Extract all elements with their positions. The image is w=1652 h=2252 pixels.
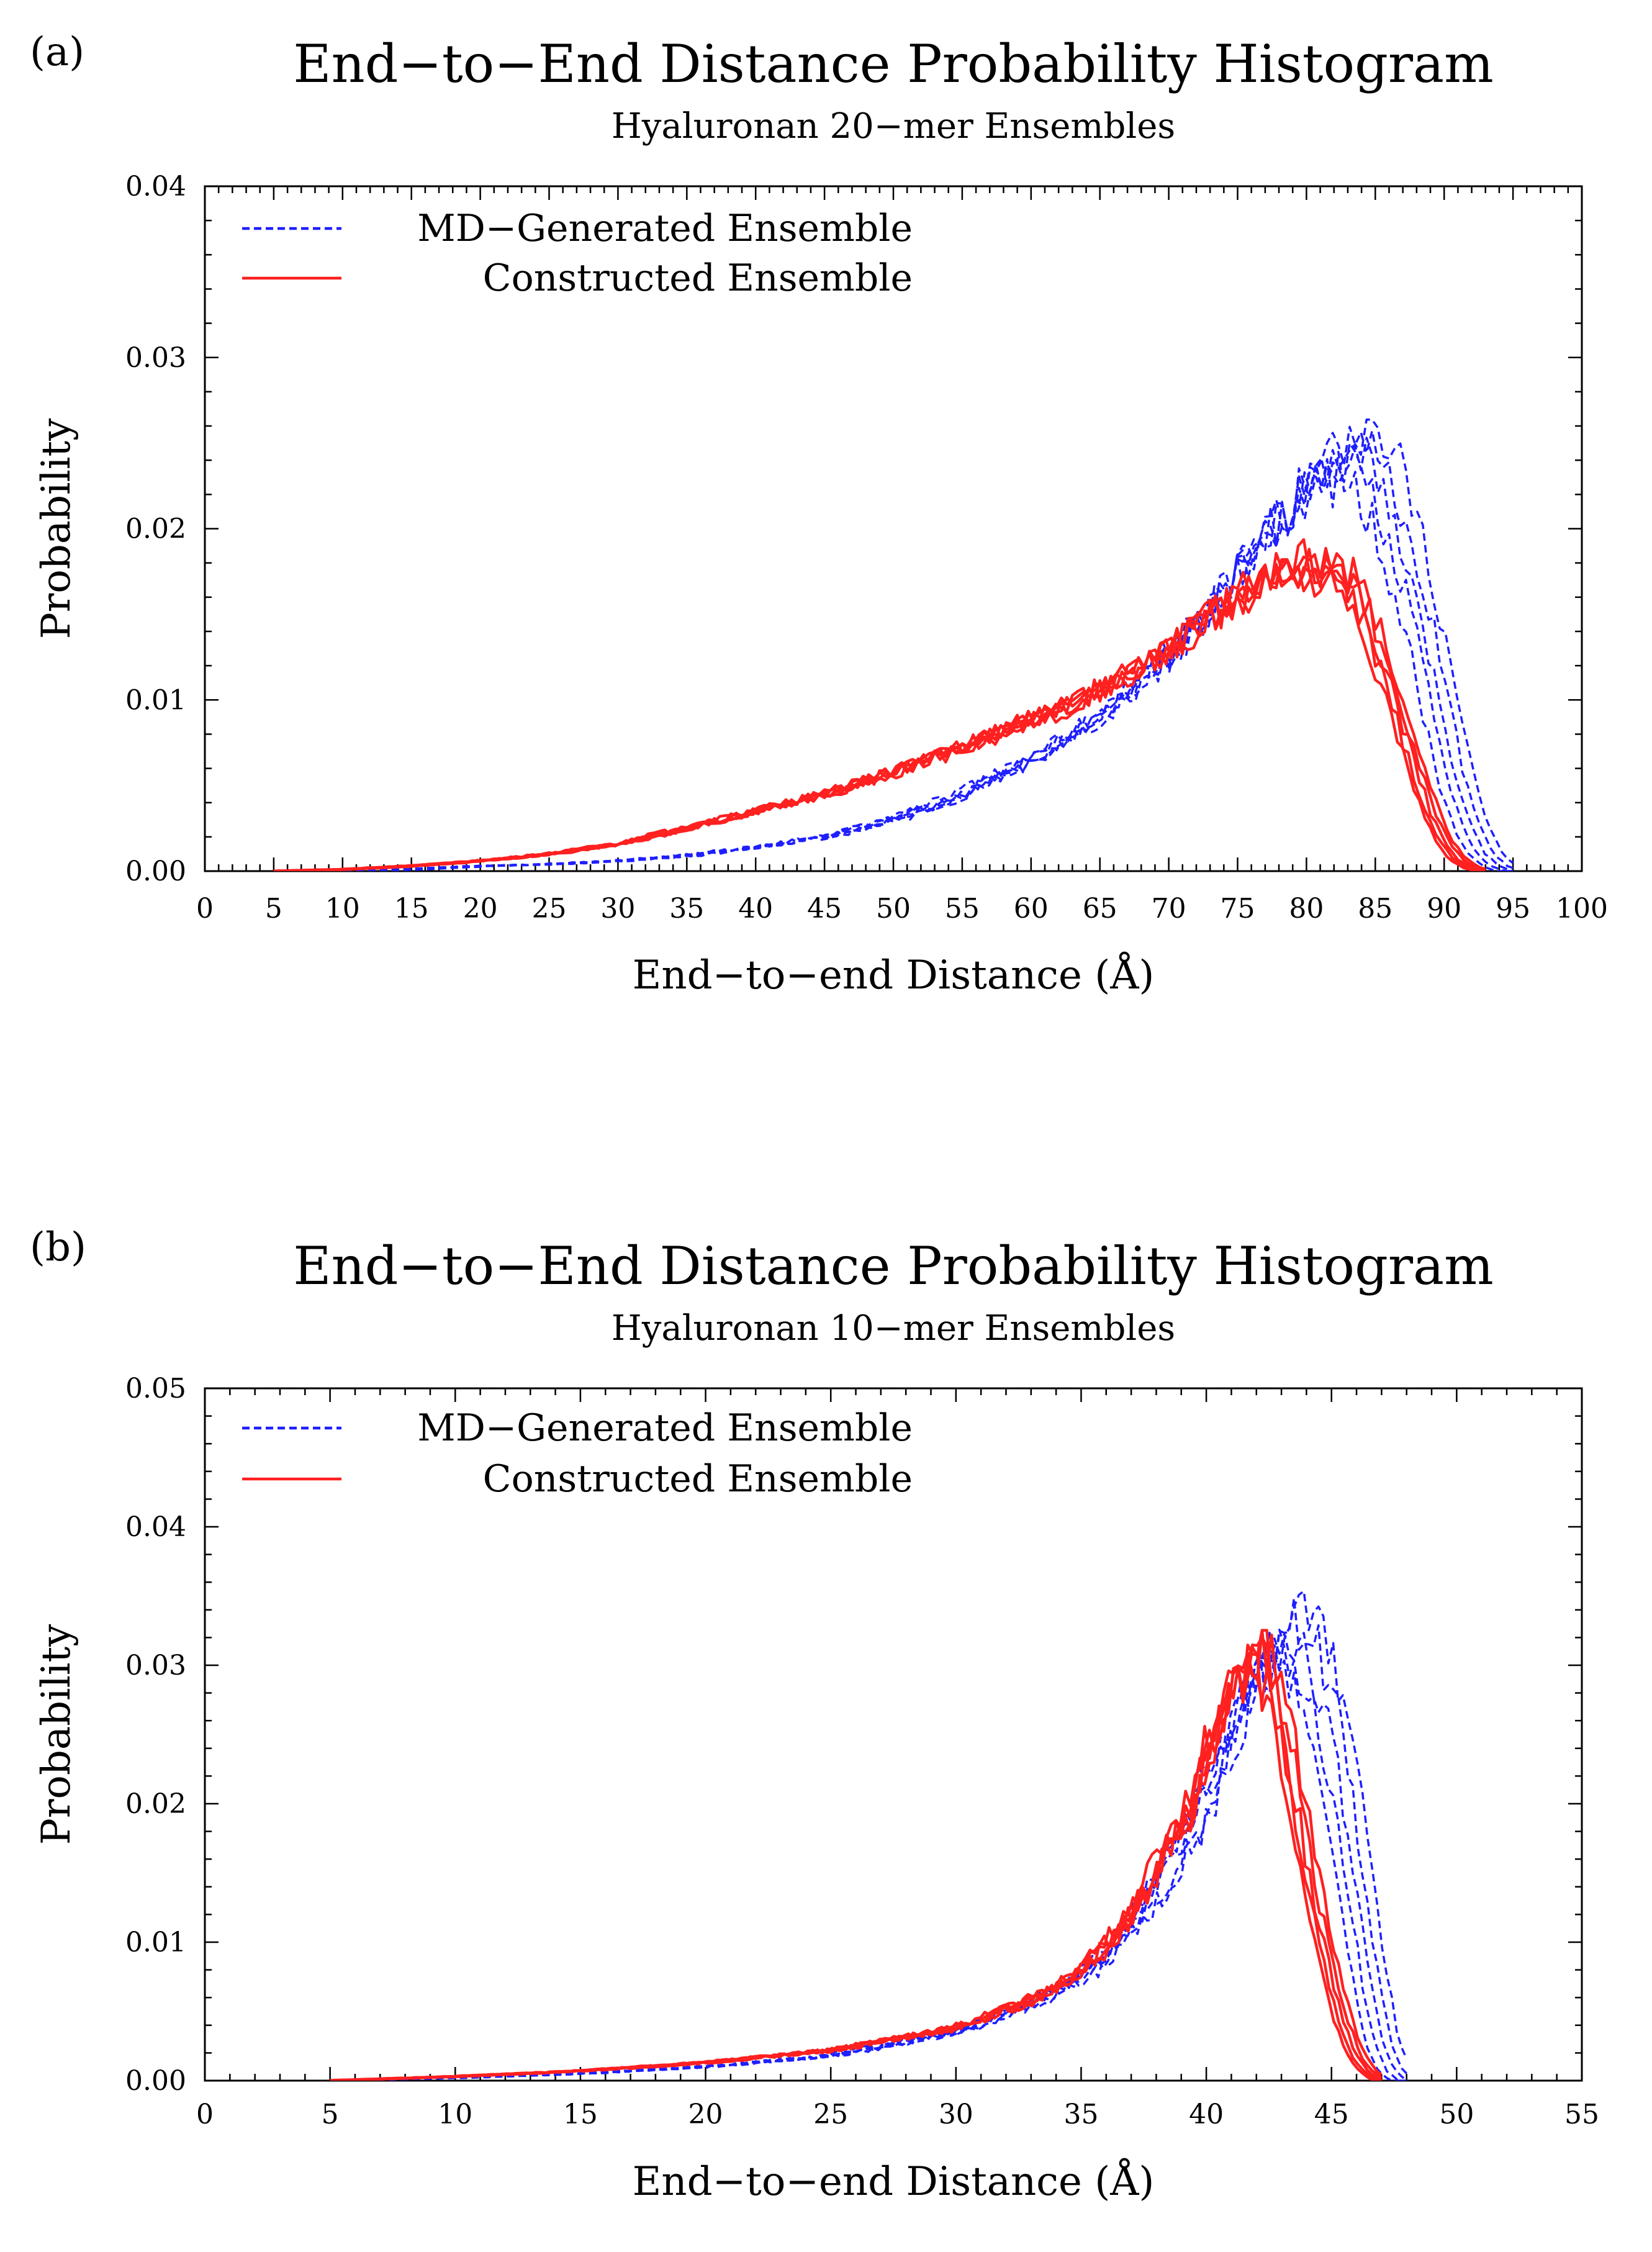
series-line-md-generated-run-2 xyxy=(273,441,1514,871)
y-tick-label: 0.00 xyxy=(125,2065,186,2097)
x-tick-label: 40 xyxy=(1189,2099,1224,2130)
x-tick-label: 45 xyxy=(807,893,842,925)
x-tick-label: 70 xyxy=(1152,893,1186,925)
x-tick-label: 35 xyxy=(1063,2099,1098,2130)
panel-label: (b) xyxy=(30,1224,86,1270)
x-tick-label: 5 xyxy=(322,2099,339,2130)
x-tick-label: 45 xyxy=(1314,2099,1349,2130)
x-tick-label: 90 xyxy=(1427,893,1461,925)
x-tick-label: 10 xyxy=(438,2099,472,2130)
x-tick-label: 95 xyxy=(1496,893,1530,925)
x-tick-label: 20 xyxy=(463,893,498,925)
x-tick-label: 35 xyxy=(669,893,704,925)
series-line-md-generated-run-4 xyxy=(273,425,1514,871)
y-axis-label: Probability xyxy=(34,1624,79,1845)
x-tick-label: 25 xyxy=(532,893,567,925)
series-line-md-generated-run-5 xyxy=(273,418,1514,871)
chart-title: End−to−End Distance Probability Histogra… xyxy=(293,34,1493,94)
x-tick-label: 85 xyxy=(1358,893,1392,925)
x-tick-label: 30 xyxy=(939,2099,973,2130)
x-tick-label: 100 xyxy=(1556,893,1608,925)
chart-subtitle: Hyaluronan 10−mer Ensembles xyxy=(612,1308,1175,1349)
y-tick-label: 0.03 xyxy=(125,342,186,374)
series-line-md-generated-run-1 xyxy=(273,451,1514,871)
y-tick-label: 0.03 xyxy=(125,1650,186,1681)
legend-label-constructed: Constructed Ensemble xyxy=(483,256,913,300)
series-line-md-generated-run-3 xyxy=(273,436,1514,871)
x-tick-label: 0 xyxy=(196,2099,214,2130)
series-line-constructed-run-4 xyxy=(273,546,1486,871)
series-line-md-generated-run-1 xyxy=(330,1649,1407,2081)
series-line-constructed-run-3 xyxy=(273,548,1486,871)
x-tick-label: 15 xyxy=(563,2099,598,2130)
x-tick-label: 30 xyxy=(600,893,635,925)
plot-frame xyxy=(204,1387,1583,2082)
x-tick-label: 50 xyxy=(876,893,911,925)
series-line-md-generated-run-5 xyxy=(330,1590,1408,2081)
x-tick-label: 5 xyxy=(265,893,282,925)
x-tick-label: 60 xyxy=(1014,893,1049,925)
legend-label-md-generated: MD−Generated Ensemble xyxy=(417,207,913,250)
y-tick-label: 0.05 xyxy=(125,1373,186,1404)
x-tick-label: 80 xyxy=(1289,893,1324,925)
series-line-md-generated-run-3 xyxy=(330,1632,1407,2081)
panel-label: (a) xyxy=(30,29,84,75)
y-tick-label: 0.02 xyxy=(125,513,186,545)
chart-panel-0: (a) End−to−End Distance Probability Histo… xyxy=(30,29,1608,998)
x-tick-label: 15 xyxy=(394,893,429,925)
chart-subtitle: Hyaluronan 20−mer Ensembles xyxy=(612,106,1175,147)
y-axis-label: Probability xyxy=(34,418,79,640)
x-tick-label: 20 xyxy=(688,2099,723,2130)
series-line-constructed-run-5 xyxy=(273,538,1486,871)
x-tick-label: 0 xyxy=(196,893,214,925)
x-tick-label: 55 xyxy=(1564,2099,1599,2130)
y-tick-label: 0.00 xyxy=(125,856,186,887)
x-tick-label: 65 xyxy=(1083,893,1117,925)
x-tick-label: 40 xyxy=(738,893,773,925)
legend-label-md-generated: MD−Generated Ensemble xyxy=(417,1406,913,1450)
x-tick-label: 10 xyxy=(325,893,360,925)
y-tick-label: 0.02 xyxy=(125,1788,186,1820)
legend-label-constructed: Constructed Ensemble xyxy=(483,1457,913,1501)
series-line-constructed-run-5 xyxy=(330,1629,1383,2081)
x-tick-label: 75 xyxy=(1221,893,1255,925)
y-tick-label: 0.04 xyxy=(125,1511,186,1543)
y-tick-label: 0.04 xyxy=(125,171,186,202)
chart-panel-1: (b) End−to−End Distance Probability Histo… xyxy=(30,1224,1599,2205)
y-tick-label: 0.01 xyxy=(125,684,186,716)
y-tick-label: 0.01 xyxy=(125,1927,186,1958)
x-tick-label: 50 xyxy=(1439,2099,1474,2130)
x-tick-label: 25 xyxy=(813,2099,848,2130)
x-axis-label: End−to−end Distance (Å) xyxy=(633,952,1155,998)
x-tick-label: 55 xyxy=(945,893,980,925)
series-line-constructed-run-2 xyxy=(330,1651,1382,2081)
chart-title: End−to−End Distance Probability Histogra… xyxy=(293,1236,1493,1296)
x-axis-label: End−to−end Distance (Å) xyxy=(633,2158,1155,2205)
